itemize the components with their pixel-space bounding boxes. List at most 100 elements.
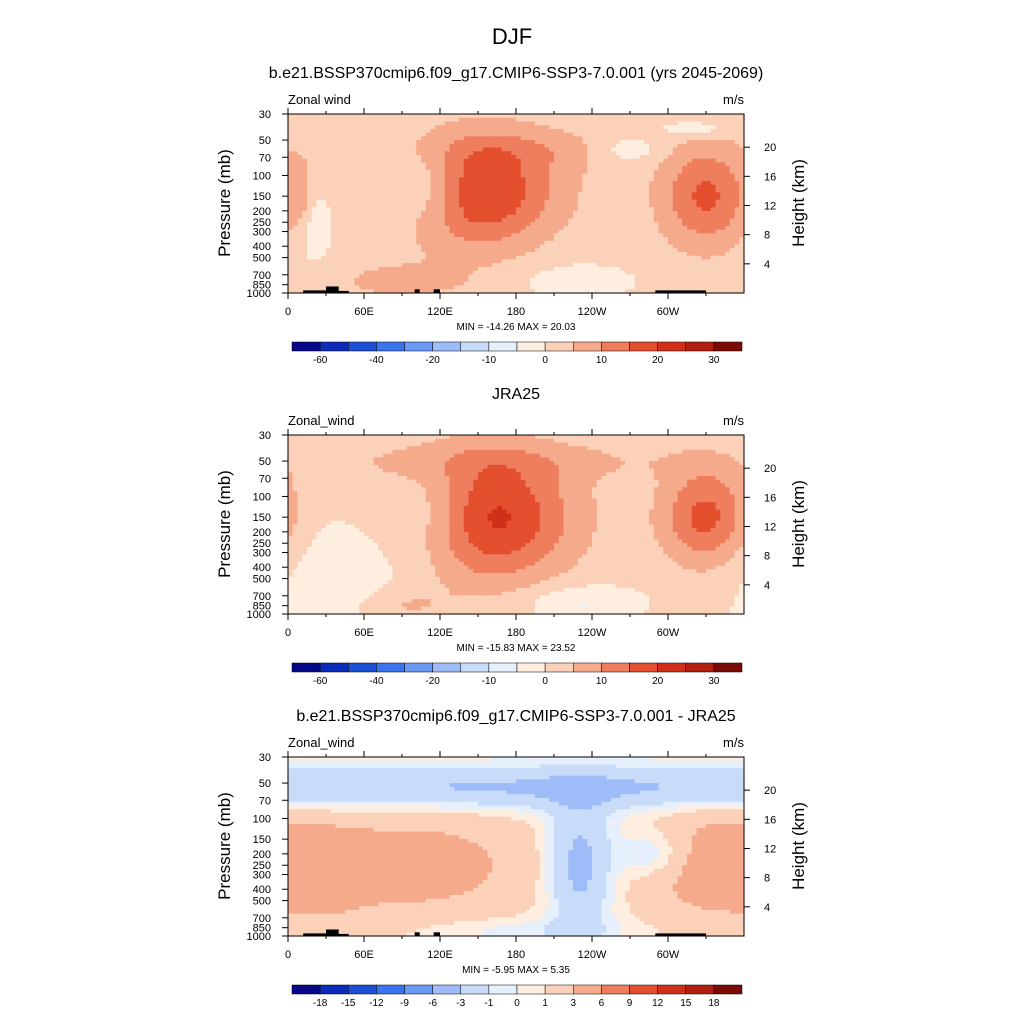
contour-cell — [682, 162, 688, 167]
contour-cell — [473, 143, 479, 149]
contour-cell — [383, 222, 389, 227]
contour-cell — [368, 196, 375, 201]
contour-cell — [302, 435, 308, 440]
contour-cell — [715, 203, 721, 208]
contour-cell — [682, 255, 688, 261]
contour-cell — [516, 169, 522, 175]
contour-cell — [630, 203, 636, 208]
contour-cell — [288, 438, 294, 444]
contour-cell — [292, 181, 299, 186]
contour-cell — [511, 184, 517, 190]
contour-cell — [387, 281, 394, 287]
contour-cell — [620, 203, 626, 208]
contour-cell — [316, 143, 322, 149]
contour-cell — [582, 169, 588, 175]
contour-cell — [482, 285, 489, 290]
contour-cell — [345, 435, 351, 440]
contour-cell — [392, 132, 398, 137]
contour-cell — [658, 173, 664, 178]
contour-cell — [530, 166, 536, 171]
contour-cell — [620, 196, 626, 201]
contour-cell — [725, 196, 731, 201]
contour-cell — [330, 177, 337, 182]
contour-cell — [639, 278, 645, 283]
contour-cell — [297, 177, 303, 182]
contour-cell — [630, 214, 636, 220]
contour-cell — [558, 237, 565, 242]
contour-cell — [596, 214, 603, 220]
contour-cell — [520, 136, 527, 141]
contour-cell — [416, 435, 422, 440]
contour-cell — [691, 128, 698, 134]
contour-cell — [582, 442, 588, 447]
contour-cell — [368, 438, 375, 444]
contour-cell — [535, 136, 541, 141]
contour-cell — [497, 188, 503, 193]
contour-cell — [416, 285, 422, 290]
contour-cell — [321, 214, 327, 220]
contour-cell — [658, 255, 664, 261]
contour-cell — [482, 136, 489, 141]
contour-cell — [625, 248, 631, 253]
contour-cell — [710, 132, 717, 137]
contour-cell — [592, 438, 598, 444]
contour-cell — [615, 266, 622, 272]
contour-cell — [340, 222, 346, 227]
contour-cell — [392, 162, 398, 167]
contour-cell — [539, 177, 546, 182]
contour-cell — [725, 266, 731, 272]
contour-cell — [658, 155, 664, 160]
contour-cell — [316, 255, 322, 261]
contour-cell — [644, 166, 650, 171]
contour-cell — [478, 274, 484, 279]
contour-cell — [411, 199, 417, 205]
contour-cell — [535, 438, 541, 444]
contour-cell — [687, 125, 693, 130]
contour-cell — [316, 218, 322, 223]
contour-cell — [359, 244, 365, 249]
contour-cell — [563, 173, 569, 178]
contour-cell — [554, 162, 560, 167]
contour-cell — [411, 251, 417, 257]
contour-cell — [492, 140, 498, 145]
contour-cell — [454, 181, 460, 186]
contour-cell — [416, 192, 422, 197]
contour-cell — [468, 166, 474, 171]
contour-cell — [568, 274, 574, 279]
contour-cell — [729, 162, 736, 167]
contour-cell — [615, 435, 622, 440]
contour-cell — [297, 274, 303, 279]
contour-cell — [516, 255, 522, 261]
contour-cell — [411, 259, 417, 264]
contour-cell — [525, 169, 531, 175]
contour-cell — [715, 169, 721, 175]
contour-cell — [459, 240, 465, 246]
contour-cell — [430, 207, 436, 212]
contour-cell — [596, 207, 603, 212]
contour-cell — [539, 128, 546, 134]
contour-cell — [340, 132, 346, 137]
contour-cell — [663, 177, 669, 182]
contour-cell — [672, 199, 679, 205]
contour-cell — [364, 155, 370, 160]
contour-cell — [373, 199, 379, 205]
contour-cell — [402, 166, 408, 171]
contour-cell — [288, 117, 294, 123]
contour-cell — [406, 128, 413, 134]
contour-cell — [520, 151, 527, 156]
contour-cell — [364, 210, 370, 216]
contour-cell — [649, 203, 655, 208]
contour-cell — [525, 240, 531, 246]
contour-cell — [459, 117, 465, 123]
contour-cell — [663, 255, 669, 261]
contour-cell — [663, 162, 669, 167]
contour-cell — [430, 263, 436, 268]
contour-cell — [354, 199, 360, 205]
contour-cell — [425, 255, 432, 261]
contour-cell — [606, 169, 612, 175]
contour-cell — [449, 184, 455, 190]
contour-cell — [672, 270, 679, 275]
contour-cell — [392, 143, 398, 149]
contour-cell — [710, 173, 717, 178]
contour-cell — [563, 128, 569, 134]
